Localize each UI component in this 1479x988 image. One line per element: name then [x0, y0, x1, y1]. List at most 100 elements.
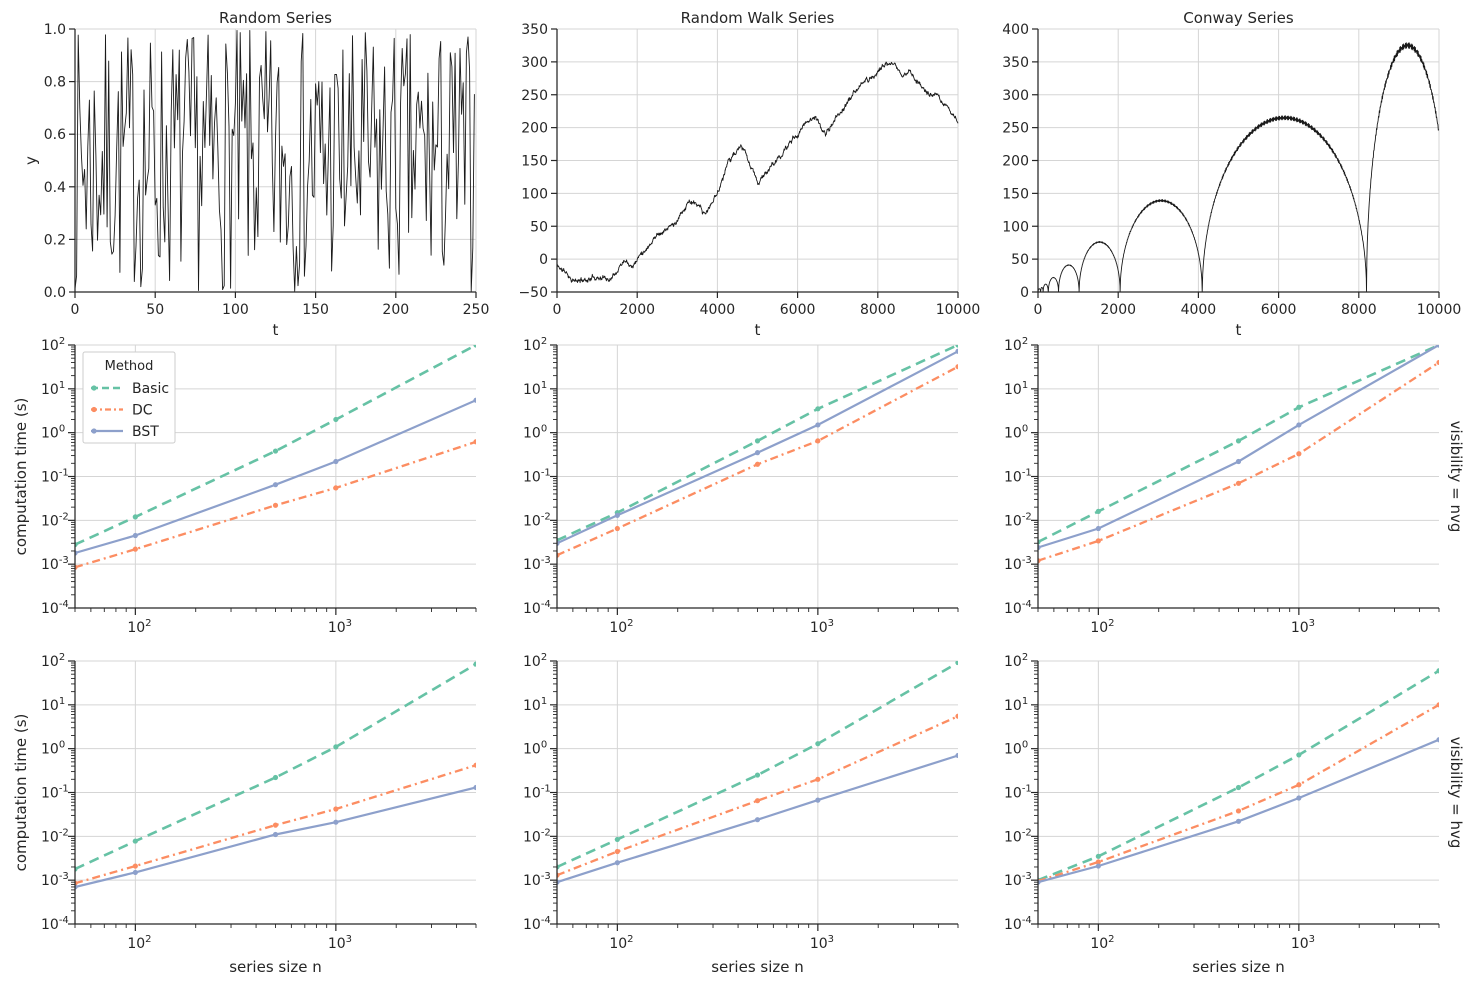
y-tick-label: 250: [1002, 121, 1029, 137]
x-tick-label: 103: [328, 618, 352, 636]
x-tick-label: 6000: [780, 302, 816, 318]
series-group: [1038, 668, 1439, 885]
data-point-dc: [1436, 702, 1439, 708]
panel-conway: 0 2000 4000 6000 8000 10000 0 50 100 150 200 250 300…: [1002, 9, 1461, 339]
y-tick-label: 100: [521, 186, 548, 202]
y-tick-label: 0.2: [44, 232, 66, 248]
y-tick-label: 101: [1004, 696, 1028, 714]
y-tick-label: 101: [41, 696, 65, 714]
data-point-basic: [614, 836, 620, 843]
x-axis-label: series size n: [711, 958, 804, 976]
data-point-bst: [1296, 422, 1302, 428]
series-group: [75, 345, 476, 570]
series-line-dc: [75, 764, 476, 885]
data-point-dc: [272, 822, 279, 828]
y-tick-label: 10-3: [523, 871, 551, 889]
y-tick-label: 100: [1004, 424, 1028, 442]
data-point-dc: [557, 872, 560, 878]
x-tick-label: 2000: [1100, 302, 1136, 318]
row-label: visibility = nvg: [1447, 421, 1465, 533]
data-point-basic: [333, 416, 339, 423]
y-tick-label: 101: [523, 380, 547, 398]
x-tick-label: 100: [222, 302, 249, 318]
y-tick-label: 10-1: [523, 784, 551, 802]
panel-hvg-random: 102 103 10-4 10-3 10-2 10-1 100 101 102 series si…: [12, 652, 477, 976]
data-point-basic: [1296, 404, 1302, 410]
y-tick-label: 10-2: [523, 511, 551, 529]
data-point-bst: [754, 817, 761, 823]
y-tick-label: 10-3: [41, 871, 69, 889]
data-point-dc: [815, 776, 821, 782]
x-tick-label: 6000: [1261, 302, 1297, 318]
data-point-dc: [333, 806, 339, 812]
data-point-dc: [1095, 859, 1101, 865]
panel-title: Random Series: [219, 9, 332, 27]
data-point-basic: [272, 774, 279, 781]
y-axis-label: computation time (s): [12, 398, 30, 556]
y-tick-label: 10-3: [41, 555, 69, 573]
data-point-bst: [333, 819, 339, 825]
data-point-basic: [272, 448, 279, 454]
x-axis-label: t: [1236, 321, 1242, 339]
series-line-dc: [75, 440, 476, 569]
y-tick-label: 250: [521, 88, 548, 104]
data-point-dc: [1296, 451, 1302, 457]
x-axis-label: t: [755, 321, 761, 339]
legend: Method Basic DC BST: [82, 351, 176, 444]
y-tick-label: 200: [521, 121, 548, 137]
data-point-basic: [1095, 508, 1101, 514]
x-tick-label: 103: [1291, 934, 1315, 952]
data-point-basic: [132, 514, 138, 520]
data-point-bst: [1235, 818, 1242, 824]
x-tick-label: 102: [1090, 934, 1114, 952]
y-tick-label: 101: [523, 696, 547, 714]
data-point-dc: [272, 502, 279, 508]
legend-entry-basic: Basic: [132, 381, 169, 397]
y-tick-label: 10-4: [1004, 915, 1032, 933]
y-tick-label: 0.4: [44, 180, 66, 196]
data-point-bst: [272, 831, 279, 838]
y-tick-label: 1.0: [44, 22, 66, 38]
data-point-basic: [1095, 853, 1101, 859]
y-tick-label: 102: [1004, 652, 1028, 670]
y-tick-label: 10-2: [41, 827, 69, 845]
legend-entry-dc: DC: [132, 403, 153, 419]
legend-title: Method: [105, 359, 154, 374]
x-tick-label: 102: [609, 618, 633, 636]
y-tick-label: 10-4: [1004, 599, 1032, 617]
data-point-basic: [1235, 784, 1242, 791]
series-line-basic: [75, 662, 476, 871]
x-axis-label: series size n: [1192, 958, 1285, 976]
y-tick-label: 10-2: [1004, 827, 1032, 845]
x-tick-label: 200: [382, 302, 409, 318]
data-point-basic: [815, 406, 821, 412]
data-point-basic: [1296, 752, 1302, 758]
x-tick-label: 0: [71, 302, 80, 318]
data-point-bst: [815, 422, 821, 428]
y-tick-label: 10-2: [41, 511, 69, 529]
data-point-dc: [75, 564, 78, 570]
y-tick-label: 100: [41, 424, 65, 442]
y-tick-label: 10-4: [41, 915, 69, 933]
series-line-basic: [1038, 669, 1439, 882]
y-tick-label: 350: [521, 22, 548, 38]
x-tick-label: 4000: [1181, 302, 1217, 318]
data-point-bst: [132, 532, 138, 539]
data-point-bst: [75, 884, 78, 890]
y-tick-label: 300: [1002, 88, 1029, 104]
data-point-dc: [1436, 359, 1439, 366]
data-point-bst: [614, 860, 620, 866]
data-point-bst: [473, 397, 476, 403]
x-tick-label: 102: [127, 618, 151, 636]
data-point-basic: [557, 864, 560, 870]
y-tick-label: 0.0: [44, 285, 66, 301]
data-point-bst: [75, 550, 78, 556]
data-point-dc: [473, 762, 476, 768]
y-tick-label: 10-4: [41, 599, 69, 617]
y-tick-label: 100: [523, 424, 547, 442]
series-line-dc: [1038, 361, 1439, 562]
data-point-dc: [955, 364, 958, 370]
legend-marker-dc: [91, 406, 97, 413]
series-group: [1038, 345, 1439, 564]
series-group: [75, 661, 476, 890]
